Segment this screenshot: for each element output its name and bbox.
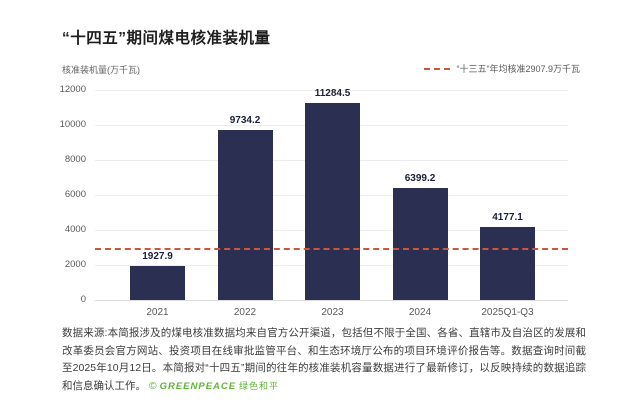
x-axis-line [95,300,568,301]
copyright-symbol: © [148,379,157,392]
greenpeace-chinese-name: 绿色和平 [239,380,280,391]
source-text: 数据来源:本简报涉及的煤电核准数据均来自官方公开渠道，包括但不限于全国、各省、直… [62,327,586,392]
reference-line-legend: “十三五”年均核准2907.9万千瓦 [424,62,580,75]
y-tick-label: 8000 [64,154,86,165]
y-tick-label: 2000 [64,259,86,270]
bar-value-label: 9734.2 [229,114,261,126]
x-tick-label: 2024 [408,307,432,318]
reference-line [95,248,568,251]
greenpeace-wordmark: GREENPEACE [159,380,237,392]
dashed-line-swatch [424,67,451,70]
x-tick-label: 2021 [146,307,169,318]
y-tick-label: 6000 [64,189,86,200]
greenpeace-logo: © GREENPEACE 绿色和平 [149,380,279,392]
chart-title: “十四五”期间煤电核准装机量 [62,30,271,47]
y-tick-label: 0 [80,294,86,305]
x-tick-label: 2022 [233,307,257,318]
bar-value-label: 6399.2 [404,173,436,184]
y-tick-label: 4000 [64,224,86,235]
bar-2023 [305,102,360,300]
bar-chart: 1927.9 9734.2 11284.5 6399.2 4177.1 0 2000 400… [0,85,640,325]
bar-value-label: 1927.9 [142,251,173,263]
y-tick-label: 10000 [59,119,86,130]
plot-area: 1927.9 9734.2 11284.5 6399.2 4177.1 [95,87,568,301]
x-tick-label: 2023 [321,307,344,318]
bar-2025Q1-Q3 [480,226,535,300]
bar-2024 [392,188,448,300]
reference-line-legend-label: “十三五”年均核准2907.9万千瓦 [456,64,580,74]
x-tick-label: 2025Q1-Q3 [481,307,534,318]
bar-value-label: 11284.5 [314,87,351,99]
y-axis-unit-label: 核准装机量(万千瓦) [62,65,140,75]
gridline [95,90,568,91]
bar-value-label: 4177.1 [492,211,523,223]
data-source-note: 数据来源:本简报涉及的煤电核准数据均来自官方公开渠道，包括但不限于全国、各省、直… [62,325,586,395]
bar-2022 [217,129,273,300]
y-tick-label: 12000 [59,84,86,95]
bar-2021 [130,266,185,300]
